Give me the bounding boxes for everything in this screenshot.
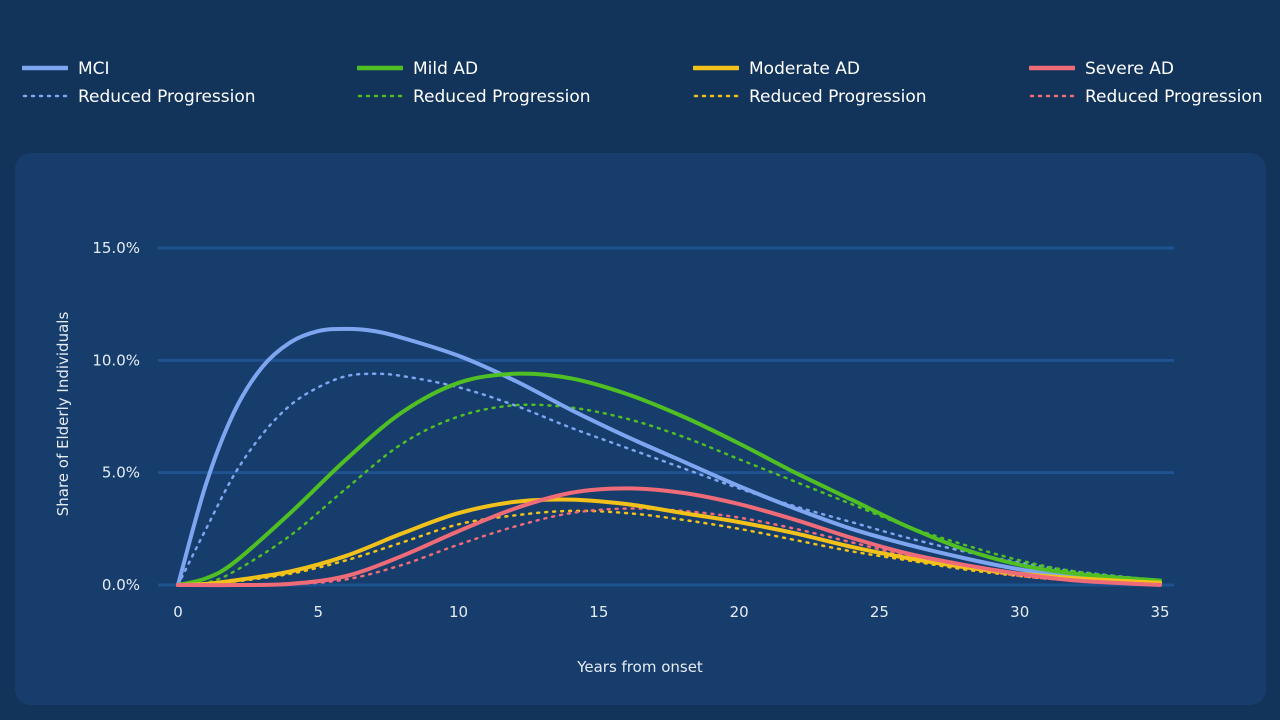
y-axis-ticks: 0.0% 5.0% 10.0% 15.0% <box>92 239 140 594</box>
legend-group-moderate-ad: Moderate AD Reduced Progression <box>693 56 993 112</box>
legend-swatch-severe-ad-reduced <box>1029 94 1075 98</box>
series-mci-line <box>176 326 1162 587</box>
y-tick-label: 15.0% <box>92 239 140 257</box>
legend-label-severe-ad-reduced: Reduced Progression <box>1085 87 1263 107</box>
series-mild-ad-line <box>176 371 1162 587</box>
legend-item-moderate-ad[interactable]: Moderate AD <box>693 56 993 84</box>
legend-label-moderate-ad-reduced: Reduced Progression <box>749 87 927 107</box>
x-tick-label: 0 <box>173 603 183 621</box>
legend-swatch-mci <box>22 65 68 71</box>
x-tick-label: 5 <box>314 603 324 621</box>
legend-label-moderate-ad: Moderate AD <box>749 59 860 79</box>
x-tick-label: 25 <box>870 603 889 621</box>
series-moderate-ad-reduced-line <box>176 509 1162 587</box>
y-axis-title: Share of Elderly Individuals <box>54 312 72 517</box>
legend-item-mild-ad-reduced[interactable]: Reduced Progression <box>357 84 657 112</box>
legend-label-mci: MCI <box>78 59 110 79</box>
x-axis-title: Years from onset <box>576 658 703 676</box>
legend-label-mild-ad: Mild AD <box>413 59 479 79</box>
legend-swatch-moderate-ad-reduced <box>693 94 739 98</box>
legend-swatch-mci-reduced <box>22 94 68 98</box>
legend-label-severe-ad: Severe AD <box>1085 59 1174 79</box>
legend-label-mci-reduced: Reduced Progression <box>78 87 256 107</box>
legend-item-mci[interactable]: MCI <box>22 56 322 84</box>
series-lines <box>176 326 1162 588</box>
series-mci-reduced-line <box>176 372 1162 587</box>
legend-item-severe-ad-reduced[interactable]: Reduced Progression <box>1029 84 1280 112</box>
legend-item-mci-reduced[interactable]: Reduced Progression <box>22 84 322 112</box>
legend-swatch-mild-ad <box>357 65 403 71</box>
x-tick-label: 15 <box>589 603 608 621</box>
series-mild-ad-reduced-line <box>176 403 1162 587</box>
legend-label-mild-ad-reduced: Reduced Progression <box>413 87 591 107</box>
legend-group-mci: MCI Reduced Progression <box>22 56 322 112</box>
x-tick-label: 30 <box>1010 603 1029 621</box>
x-tick-label: 10 <box>449 603 468 621</box>
x-axis-ticks: 0 5 10 15 20 25 30 35 <box>173 603 1169 621</box>
legend-swatch-mild-ad-reduced <box>357 94 403 98</box>
legend-swatch-moderate-ad <box>693 65 739 71</box>
legend-group-severe-ad: Severe AD Reduced Progression <box>1029 56 1280 112</box>
chart-legend: MCI Reduced Progression Mild AD Reduced … <box>0 56 1280 116</box>
grid-lines <box>158 246 1174 587</box>
series-severe-ad-line <box>176 486 1162 588</box>
legend-item-severe-ad[interactable]: Severe AD <box>1029 56 1280 84</box>
legend-swatch-severe-ad <box>1029 65 1075 71</box>
legend-item-moderate-ad-reduced[interactable]: Reduced Progression <box>693 84 993 112</box>
x-tick-label: 35 <box>1150 603 1169 621</box>
legend-item-mild-ad[interactable]: Mild AD <box>357 56 657 84</box>
y-tick-label: 0.0% <box>102 576 140 594</box>
y-tick-label: 5.0% <box>102 464 140 482</box>
x-tick-label: 20 <box>730 603 749 621</box>
chart-panel <box>15 153 1266 705</box>
y-tick-label: 10.0% <box>92 351 140 369</box>
legend-group-mild-ad: Mild AD Reduced Progression <box>357 56 657 112</box>
